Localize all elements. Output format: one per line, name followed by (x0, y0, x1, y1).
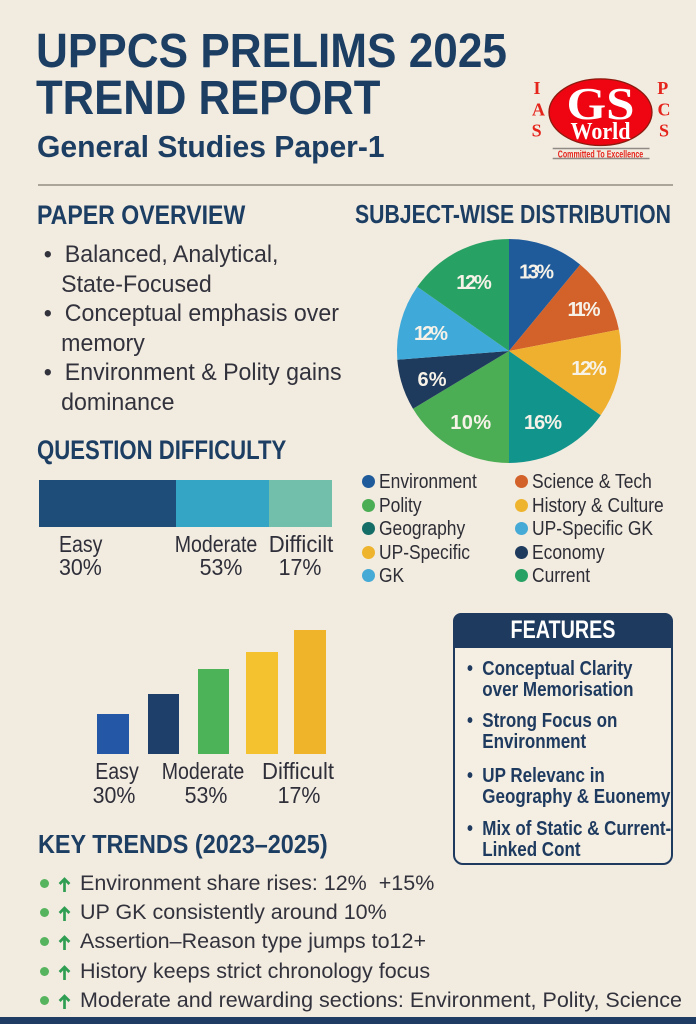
svg-text:6%: 6% (418, 369, 447, 391)
svg-text:C: C (658, 99, 671, 119)
svg-text:World: World (571, 119, 632, 145)
svg-text:A: A (532, 99, 545, 119)
svg-text:12%: 12% (456, 272, 492, 294)
svg-text:16%: 16% (524, 412, 562, 434)
svg-text:12%: 12% (414, 323, 448, 345)
svg-text:GS: GS (567, 78, 635, 129)
svg-text:P: P (657, 78, 668, 98)
svg-text:13%: 13% (519, 261, 554, 283)
svg-text:Committed To Excellence: Committed To Excellence (558, 149, 644, 161)
svg-text:I: I (533, 78, 540, 98)
svg-text:11%: 11% (568, 299, 601, 321)
svg-text:S: S (532, 121, 542, 141)
svg-text:S: S (659, 121, 669, 141)
svg-text:12%: 12% (571, 358, 607, 380)
svg-text:10%: 10% (450, 412, 491, 434)
